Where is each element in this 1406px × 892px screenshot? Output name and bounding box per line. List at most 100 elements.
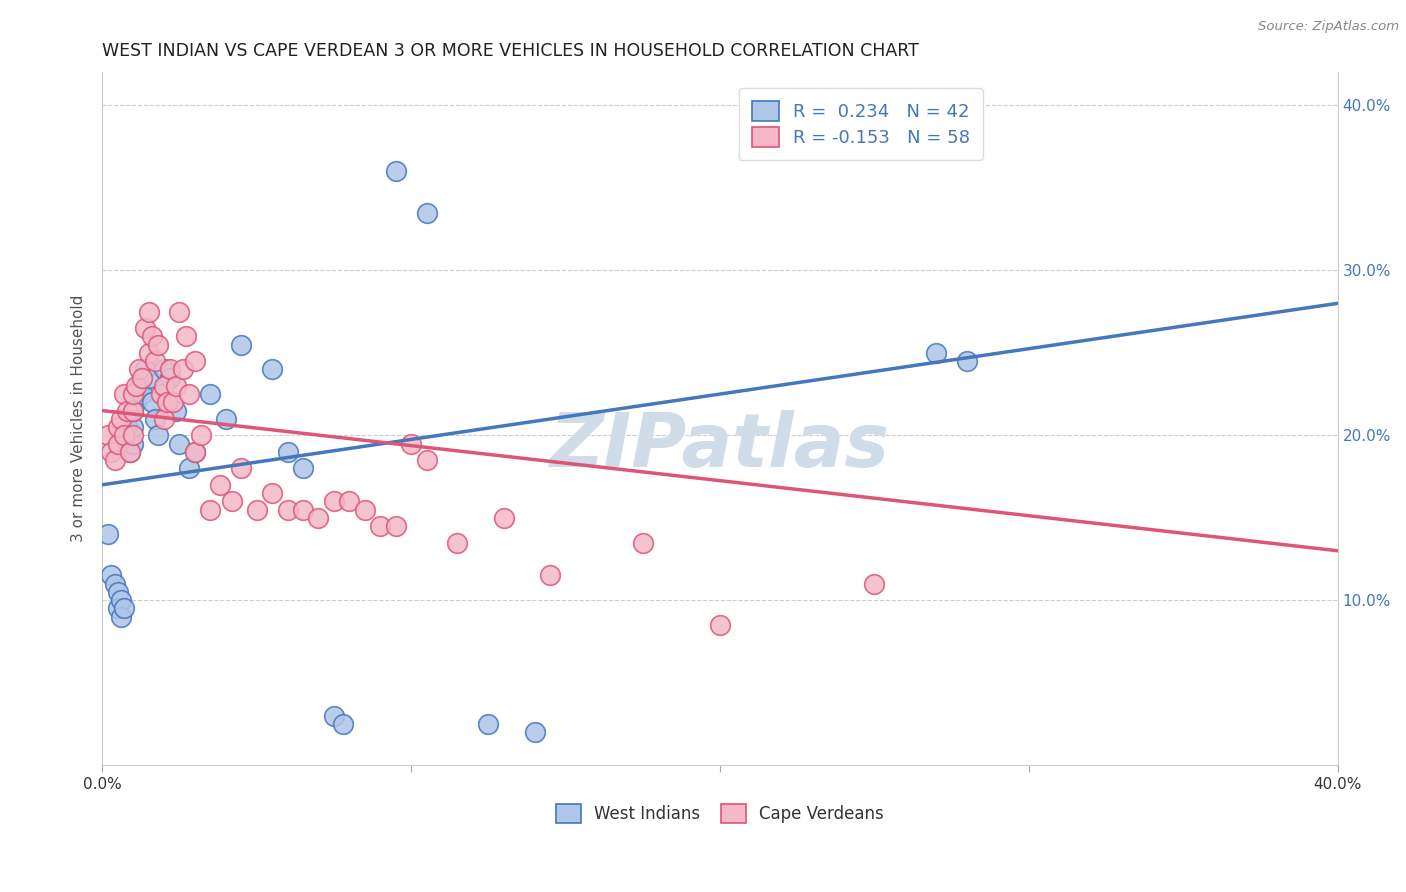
Point [115,436,138,450]
Point [103,453,125,467]
Point [134,362,156,376]
Point [322,708,344,723]
Point [322,494,344,508]
Point [128,379,150,393]
Point [863,576,886,591]
Point [221,494,243,508]
Point [153,379,176,393]
Point [231,337,253,351]
Point [492,510,515,524]
Point [112,428,135,442]
Point [146,337,169,351]
Text: WEST INDIAN VS CAPE VERDEAN 3 OR MORE VEHICLES IN HOUSEHOLD CORRELATION CHART: WEST INDIAN VS CAPE VERDEAN 3 OR MORE VE… [103,42,920,60]
Point [208,477,231,491]
Point [107,585,129,599]
Point [415,205,437,219]
Point [184,354,207,368]
Point [138,346,160,360]
Point [523,725,546,739]
Point [122,403,145,417]
Point [100,444,122,458]
Point [165,379,187,393]
Point [122,403,145,417]
Point [709,618,731,632]
Point [143,354,166,368]
Point [118,444,141,458]
Point [153,362,176,376]
Point [262,486,284,500]
Point [110,412,132,426]
Point [276,502,298,516]
Point [112,601,135,615]
Point [128,362,150,376]
Point [215,412,238,426]
Point [477,717,499,731]
Point [125,395,148,409]
Point [149,387,172,401]
Point [184,444,207,458]
Point [956,354,979,368]
Point [368,519,391,533]
Point [143,412,166,426]
Point [200,502,222,516]
Point [112,387,135,401]
Point [200,387,222,401]
Point [122,420,145,434]
Point [100,568,122,582]
Point [141,329,163,343]
Point [184,444,207,458]
Point [138,370,160,384]
Point [384,164,406,178]
Point [353,502,375,516]
Point [97,527,120,541]
Point [399,436,422,450]
Point [153,412,176,426]
Point [169,436,191,450]
Point [307,510,329,524]
Text: ZIPatlas: ZIPatlas [550,410,890,483]
Point [169,304,191,318]
Point [262,362,284,376]
Point [97,428,120,442]
Text: Source: ZipAtlas.com: Source: ZipAtlas.com [1258,20,1399,33]
Point [125,379,148,393]
Point [177,387,200,401]
Point [118,444,141,458]
Point [332,717,354,731]
Point [138,304,160,318]
Point [122,436,145,450]
Point [107,601,129,615]
Point [131,387,153,401]
Point [107,420,129,434]
Point [291,502,314,516]
Point [177,461,200,475]
Point [131,370,153,384]
Point [122,387,145,401]
Point [538,568,561,582]
Point [146,428,169,442]
Point [231,461,253,475]
Point [631,535,654,549]
Point [174,329,197,343]
Point [110,609,132,624]
Point [291,461,314,475]
Point [156,395,179,409]
Point [107,436,129,450]
Point [115,403,138,417]
Point [446,535,468,549]
Point [122,428,145,442]
Point [134,321,156,335]
Point [159,362,181,376]
Point [276,444,298,458]
Point [141,395,163,409]
Point [925,346,948,360]
Legend: West Indians, Cape Verdeans: West Indians, Cape Verdeans [546,795,894,833]
Point [190,428,212,442]
Point [103,576,125,591]
Point [246,502,269,516]
Y-axis label: 3 or more Vehicles in Household: 3 or more Vehicles in Household [72,295,86,542]
Point [337,494,360,508]
Point [384,519,406,533]
Point [415,453,437,467]
Point [159,370,181,384]
